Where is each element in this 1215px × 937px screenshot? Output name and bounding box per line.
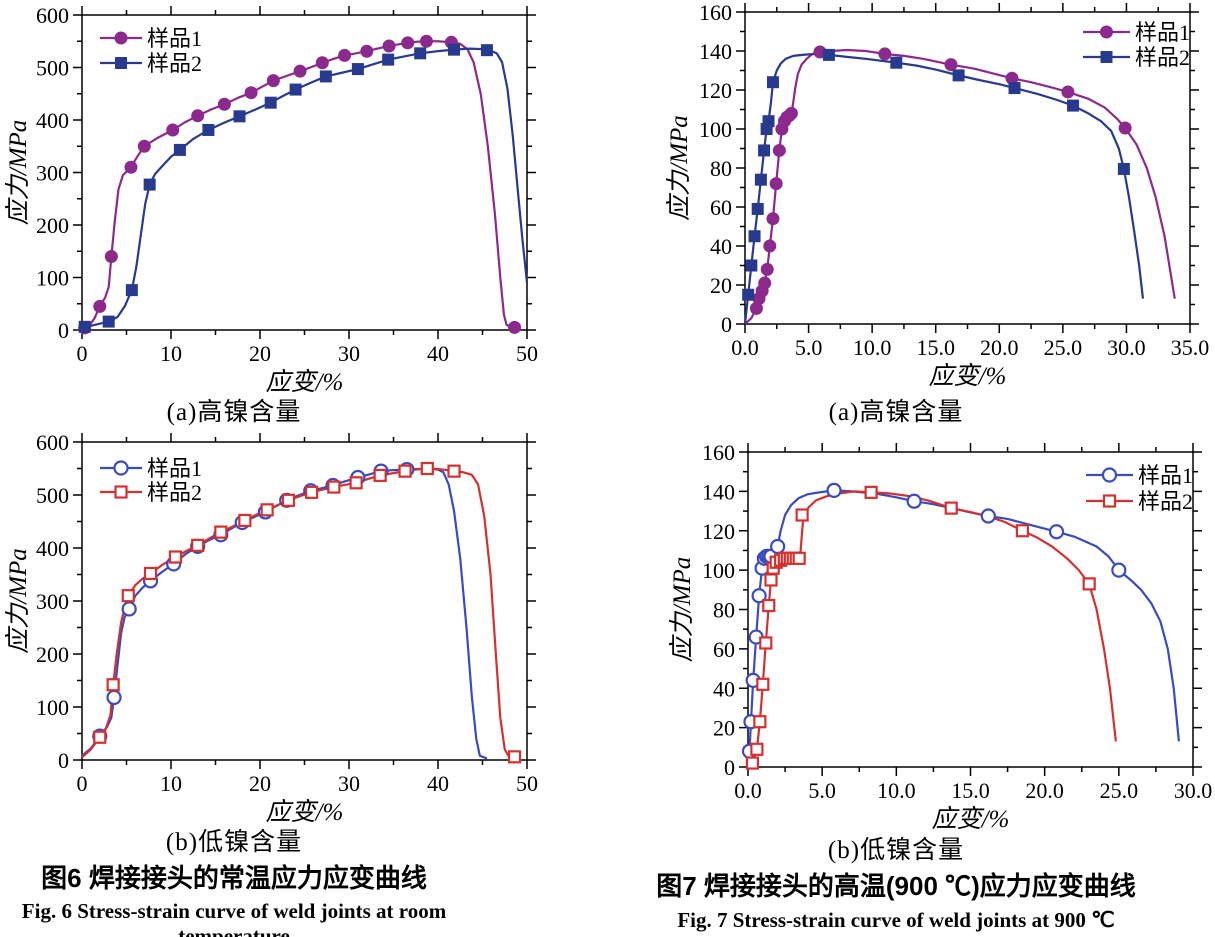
svg-text:样品2: 样品2 [1138,489,1193,514]
fig6b-subcaption: (b)低镍含量 [165,829,303,856]
svg-text:样品1: 样品1 [147,456,202,481]
svg-text:30.0: 30.0 [1174,778,1213,803]
svg-text:200: 200 [36,213,69,238]
svg-text:应力/MPa: 应力/MPa [4,548,32,654]
svg-text:100: 100 [699,117,732,142]
svg-text:20: 20 [249,341,271,366]
svg-text:35.0: 35.0 [1171,335,1210,360]
svg-text:25.0: 25.0 [1044,335,1083,360]
svg-text:120: 120 [702,519,735,544]
fig6a-plot: 0 10 20 30 40 500100200300400500600应变/%应力/MPa… [4,3,538,396]
svg-text:140: 140 [699,39,732,64]
svg-text:25.0: 25.0 [1100,778,1139,803]
svg-text:50: 50 [516,771,538,796]
svg-text:样品2: 样品2 [147,51,202,76]
svg-text:15.0: 15.0 [951,778,990,803]
svg-text:100: 100 [36,266,69,291]
svg-text:5.0: 5.0 [808,778,836,803]
svg-text:20: 20 [249,771,271,796]
svg-text:160: 160 [699,0,732,25]
svg-text:0: 0 [724,755,735,780]
svg-text:样品2: 样品2 [1135,45,1190,70]
svg-text:600: 600 [36,3,69,28]
svg-text:应变/%: 应变/% [266,798,344,826]
fig6-caption-zh: 图6 焊接接头的常温应力应变曲线 [41,863,427,893]
svg-text:10: 10 [160,771,182,796]
svg-text:400: 400 [36,108,69,133]
svg-text:0.0: 0.0 [731,335,759,360]
svg-text:10.0: 10.0 [877,778,916,803]
svg-text:600: 600 [36,430,69,455]
svg-text:应力/MPa: 应力/MPa [4,120,32,226]
svg-text:80: 80 [713,598,735,623]
svg-text:100: 100 [702,558,735,583]
svg-text:10.0: 10.0 [853,335,892,360]
svg-text:30: 30 [338,341,360,366]
svg-text:200: 200 [36,642,69,667]
svg-text:40: 40 [710,234,732,259]
svg-text:应力/MPa: 应力/MPa [668,557,696,663]
svg-text:100: 100 [36,695,69,720]
svg-text:300: 300 [36,161,69,186]
svg-text:160: 160 [702,440,735,465]
svg-text:10: 10 [160,341,182,366]
svg-text:应变/%: 应变/% [266,368,344,396]
fig7b-subcaption: (b)低镍含量 [827,837,965,864]
svg-text:60: 60 [713,637,735,662]
svg-text:500: 500 [36,56,69,81]
svg-text:30: 30 [338,771,360,796]
svg-text:0: 0 [721,312,732,337]
svg-text:应力/MPa: 应力/MPa [665,115,693,221]
svg-text:30.0: 30.0 [1107,335,1146,360]
fig7-caption-zh: 图7 焊接接头的高温(900 ℃)应力应变曲线 [656,871,1136,901]
svg-text:0: 0 [58,748,69,773]
svg-text:50: 50 [516,341,538,366]
fig6-caption-en: Fig. 6 Stress-strain curve of weld joint… [21,899,447,937]
svg-text:样品2: 样品2 [147,480,202,505]
svg-text:20.0: 20.0 [1025,778,1064,803]
fig6b-plot: 0 10 20 30 40 500100200300400500600应变/%应力/MPa… [4,430,538,826]
svg-text:40: 40 [427,341,449,366]
svg-text:140: 140 [702,479,735,504]
fig7a-subcaption: (a)高镍含量 [828,399,964,426]
svg-text:应变/%: 应变/% [932,805,1010,833]
svg-text:样品1: 样品1 [1138,463,1193,488]
svg-text:40: 40 [713,676,735,701]
svg-text:样品1: 样品1 [147,26,202,51]
svg-text:0.0: 0.0 [734,778,762,803]
svg-text:0: 0 [77,771,88,796]
svg-text:300: 300 [36,589,69,614]
fig6a-subcaption: (a)高镍含量 [166,399,302,426]
svg-text:15.0: 15.0 [916,335,955,360]
svg-text:样品1: 样品1 [1135,20,1190,45]
svg-text:0: 0 [58,318,69,343]
svg-text:400: 400 [36,536,69,561]
svg-text:20: 20 [713,716,735,741]
fig7b-plot: 0.0 5.0 10.0 15.0 20.0 25.0 30.0 0 20 40 60 80 100 12… [668,440,1213,833]
fig7a-plot: 0.0 5.0 10.0 15.0 20.0 25.0 30.0 35.0 0 20 40 60 80 1… [665,0,1210,390]
svg-text:80: 80 [710,156,732,181]
fig7-caption-en: Fig. 7 Stress-strain curve of weld joint… [677,908,1115,932]
svg-text:应变/%: 应变/% [929,362,1007,390]
svg-text:20.0: 20.0 [980,335,1019,360]
svg-text:5.0: 5.0 [795,335,823,360]
svg-text:40: 40 [427,771,449,796]
svg-text:500: 500 [36,483,69,508]
svg-text:0: 0 [77,341,88,366]
svg-text:60: 60 [710,195,732,220]
svg-text:20: 20 [710,273,732,298]
svg-text:120: 120 [699,78,732,103]
